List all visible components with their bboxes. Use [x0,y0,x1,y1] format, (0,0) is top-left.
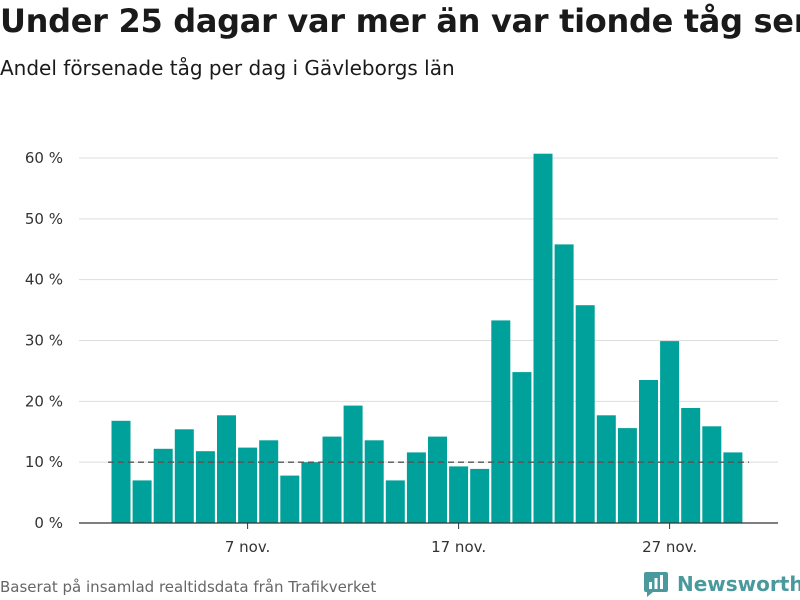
bar [449,466,469,523]
axes: 0 % 10 % 20 % 30 % 40 % 50 % 60 % 7 nov. 17 nov.… [25,149,778,556]
bar [280,475,300,523]
y-tick-label: 40 % [25,271,63,289]
bar [259,440,279,523]
bar [406,452,426,523]
x-tick-label: 17 nov. [431,538,486,556]
bar [301,462,321,523]
bar [702,426,722,523]
bar [153,448,173,523]
bar [470,468,490,523]
bar [554,244,574,523]
bar [617,428,637,523]
bar [385,480,405,523]
y-tick-label: 10 % [25,453,63,471]
source-note: Baserat på insamlad realtidsdata från Tr… [0,578,377,596]
bar [723,452,743,523]
bar [343,405,363,523]
bar [512,372,532,523]
y-tick-label: 50 % [25,210,63,228]
bar [575,305,595,523]
bar [322,436,342,523]
bar [238,447,258,523]
logo-text: Newsworthy [677,572,800,596]
bar [681,408,701,523]
x-tick-label: 27 nov. [642,538,697,556]
bars [111,153,743,523]
chart-title: Under 25 dagar var mer än var tionde tåg… [0,2,800,40]
y-tick-label: 20 % [25,392,63,410]
y-tick-label: 60 % [25,149,63,167]
chart-subtitle: Andel försenade tåg per dag i Gävleborgs… [0,56,455,80]
bar [111,420,131,523]
newsworthy-logo: Newsworthy [643,569,800,599]
bar [195,451,215,523]
bar [596,415,616,523]
bar [660,341,680,523]
bar [132,480,152,523]
bar [217,415,236,523]
bar [533,153,553,523]
bar [491,320,511,523]
bar [639,380,658,523]
x-tick-label: 7 nov. [225,538,270,556]
bar-chart-speech-bubble-icon [644,572,668,597]
bar [364,440,384,523]
bar [428,436,447,523]
bar [174,429,194,523]
y-tick-label: 0 % [34,514,63,532]
y-tick-label: 30 % [25,332,63,350]
